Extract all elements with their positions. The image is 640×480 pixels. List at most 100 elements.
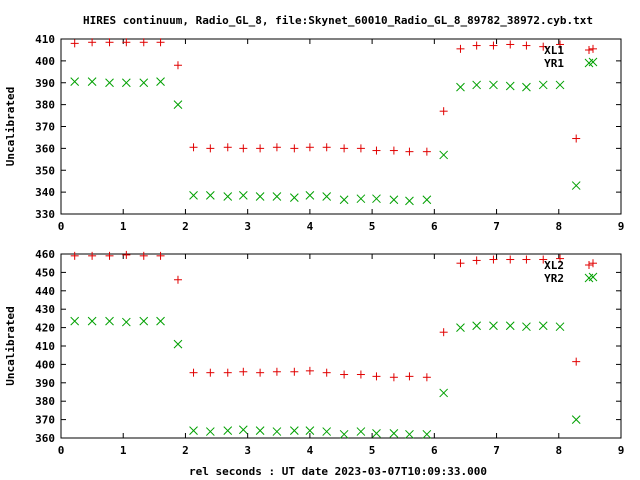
x-tick-label: 9 [618,220,625,233]
data-point-XL2 [372,372,381,381]
data-point-XL2 [88,251,97,260]
legend-label: YR1 [544,57,564,70]
data-point-YR1 [439,150,449,160]
x-tick-label: 0 [58,220,65,233]
data-point-XL1 [572,134,581,143]
data-point-YR2 [571,415,581,424]
chart-title: HIRES continuum, Radio_GL_8, file:Skynet… [83,14,593,27]
data-point-XL1 [539,42,548,51]
data-point-YR1 [87,77,97,87]
data-point-XL1 [139,38,148,47]
data-point-XL1 [189,143,198,152]
data-point-YR1 [389,195,399,205]
data-point-XL1 [290,144,299,153]
top-plot: 0 1 2 3 4 5 6 7 8 9 330 340 350 360 370 380 390 400 410 Unc… [4,33,624,233]
x-tick-label: 6 [431,444,438,457]
x-tick-label: 7 [493,220,500,233]
data-point-YR2 [205,427,215,436]
data-point-XL2 [139,251,148,260]
data-point-XL2 [572,357,581,366]
data-point-YR1 [121,78,131,88]
data-point-YR1 [139,78,149,88]
y-tick-label: 360 [35,142,55,155]
y-tick-label: 380 [35,99,55,112]
data-point-YR2 [139,316,149,326]
data-point-YR2 [555,322,565,332]
data-point-XL2 [522,255,531,264]
data-point-YR1 [223,192,233,201]
data-point-YR2 [238,425,248,435]
data-point-YR2 [356,427,366,436]
data-point-XL2 [272,367,281,376]
legend-marker [584,58,594,68]
data-point-YR1 [70,77,80,87]
x-tick-label: 4 [307,220,314,233]
data-point-YR2 [322,427,332,436]
data-point-XL1 [522,41,531,50]
data-point-YR1 [538,80,548,90]
data-point-XL1 [340,144,349,153]
data-point-XL2 [539,255,548,264]
data-point-YR2 [389,429,399,438]
data-point-YR2 [272,427,282,436]
y-tick-label: 410 [35,340,55,353]
data-point-XL1 [239,144,248,153]
data-point-XL1 [405,147,414,156]
data-point-YR1 [205,191,215,200]
x-tick-label: 8 [555,444,562,457]
data-point-XL2 [122,250,131,259]
data-point-YR2 [156,316,165,326]
data-point-XL1 [489,41,498,50]
x-tick-label: 6 [431,220,438,233]
x-axis-label: rel seconds : UT date 2023-03-07T10:09:3… [189,465,487,478]
data-point-XL2 [472,256,481,265]
data-point-XL1 [556,40,565,49]
data-point-YR1 [372,194,381,204]
data-point-XL1 [322,143,331,152]
x-tick-label: 5 [369,220,376,233]
data-point-YR2 [339,429,349,439]
data-point-YR2 [121,317,131,327]
data-point-XL1 [439,107,448,116]
data-point-YR1 [156,77,165,87]
data-point-YR1 [173,100,183,109]
y-tick-label: 390 [35,377,55,390]
y-tick-label: 400 [35,358,55,371]
data-point-XL1 [472,41,481,50]
y-tick-label: 360 [35,432,55,445]
x-tick-label: 2 [182,220,189,233]
data-point-YR1 [522,82,531,92]
y-tick-label: 460 [35,248,55,261]
data-point-YR2 [422,429,432,439]
x-tick-label: 8 [555,220,562,233]
data-point-XL1 [156,38,165,47]
data-point-XL2 [340,370,349,379]
data-point-YR2 [289,426,299,435]
data-point-YR2 [255,426,265,435]
data-point-YR2 [489,321,498,331]
data-point-YR2 [456,323,465,332]
data-point-XL1 [70,39,79,48]
y-tick-label: 390 [35,77,55,90]
data-point-YR1 [272,192,282,201]
data-point-XL2 [156,251,165,260]
data-point-XL2 [456,259,465,268]
data-point-XL1 [256,144,265,153]
data-point-YR2 [87,316,97,326]
data-point-XL1 [389,146,398,155]
data-point-XL2 [256,368,265,377]
data-point-XL2 [173,275,182,284]
y-tick-label: 380 [35,395,55,408]
data-point-XL2 [405,372,414,381]
data-point-YR1 [339,195,349,205]
data-point-YR1 [555,80,565,90]
data-point-YR1 [489,80,498,90]
data-point-XL2 [305,366,314,375]
y-tick-label: 430 [35,303,55,316]
data-point-XL2 [439,328,448,337]
data-point-YR2 [189,426,198,435]
data-point-YR2 [405,429,414,439]
data-point-XL1 [456,44,465,53]
data-point-XL1 [506,40,515,49]
